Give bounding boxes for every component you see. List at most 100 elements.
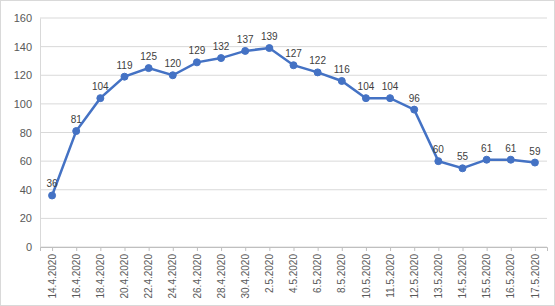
y-tick: 140 <box>14 41 40 53</box>
marker <box>338 77 345 84</box>
x-tick: 2.5.2020 <box>264 247 275 293</box>
marker <box>145 65 152 72</box>
grid-line <box>40 189 547 190</box>
data-label: 122 <box>309 55 326 66</box>
x-tick-label: 24.4.2020 <box>167 254 178 299</box>
x-tick: 20.4.2020 <box>119 247 130 299</box>
x-tick-mark <box>76 247 77 251</box>
x-tick-label: 20.4.2020 <box>119 254 130 299</box>
x-tick: 14.4.2020 <box>47 247 58 299</box>
x-tick: 24.4.2020 <box>167 247 178 299</box>
x-tick-mark <box>100 247 101 251</box>
data-label: 116 <box>334 64 350 75</box>
x-tick-mark <box>269 247 270 251</box>
data-label: 119 <box>117 60 133 71</box>
data-label: 132 <box>213 41 230 52</box>
x-tick: 17.5.2020 <box>530 247 541 299</box>
x-axis-line <box>41 248 548 252</box>
x-tick-mark <box>52 247 53 251</box>
y-tick-label: 160 <box>14 12 32 24</box>
y-tick-label: 20 <box>20 212 32 224</box>
series-line <box>52 48 535 195</box>
data-label: 59 <box>529 146 541 157</box>
x-tick: 4.5.2020 <box>288 247 299 293</box>
y-axis-line <box>40 19 41 248</box>
marker <box>121 73 128 80</box>
grid-line <box>40 46 547 47</box>
x-tick-label: 18.4.2020 <box>95 254 106 299</box>
x-tick-label: 11.5.2020 <box>385 254 396 298</box>
x-tick-label: 30.4.2020 <box>240 254 251 299</box>
x-tick: 15.5.2020 <box>481 247 492 299</box>
grid <box>40 18 547 247</box>
y-tick: 40 <box>20 184 40 196</box>
x-tick-label: 12.5.2020 <box>409 254 420 299</box>
marker <box>459 165 466 172</box>
marker <box>411 106 418 113</box>
chart: 02040608010012014016014.4.202016.4.20201… <box>0 0 555 306</box>
x-tick-mark <box>342 247 343 251</box>
grid-line <box>40 18 547 19</box>
marker <box>314 69 321 76</box>
x-tick: 26.4.2020 <box>192 247 203 299</box>
marker <box>362 95 369 102</box>
data-labels: 3681104119125120129132137139127122116104… <box>47 31 541 189</box>
x-tick-mark <box>125 247 126 251</box>
x-tick-mark <box>318 247 319 251</box>
data-label: 139 <box>261 31 278 42</box>
x-tick-mark <box>438 247 439 251</box>
marker <box>483 156 490 163</box>
x-tick-label: 14.5.2020 <box>457 254 468 299</box>
data-label: 104 <box>358 81 375 92</box>
data-label: 96 <box>409 93 421 104</box>
y-tick: 100 <box>14 98 40 110</box>
x-tick: 18.4.2020 <box>95 247 106 299</box>
x-tick-mark <box>414 247 415 251</box>
x-tick-label: 28.4.2020 <box>216 254 227 299</box>
data-label: 36 <box>47 178 59 189</box>
x-tick-mark <box>294 247 295 251</box>
data-label: 120 <box>164 58 181 69</box>
marker <box>266 45 273 52</box>
data-label: 60 <box>433 144 445 155</box>
data-label: 125 <box>140 51 157 62</box>
x-tick-mark <box>197 247 198 251</box>
x-tick-label: 15.5.2020 <box>481 254 492 299</box>
y-tick-label: 140 <box>14 41 32 53</box>
data-label: 137 <box>237 34 254 45</box>
x-tick-mark <box>149 247 150 251</box>
marker <box>531 159 538 166</box>
y-tick: 0 <box>26 241 40 253</box>
data-label: 61 <box>481 143 493 154</box>
x-tick-label: 16.5.2020 <box>505 254 516 299</box>
y-tick: 60 <box>20 155 40 167</box>
x-tick-label: 2.5.2020 <box>264 254 275 293</box>
x-tick-label: 14.4.2020 <box>47 254 58 299</box>
x-tick: 13.5.2020 <box>433 247 444 299</box>
y-tick: 120 <box>14 69 40 81</box>
x-tick-mark <box>535 247 536 251</box>
x-tick-mark <box>221 247 222 251</box>
data-label: 55 <box>457 151 469 162</box>
marker <box>169 72 176 79</box>
x-tick: 14.5.2020 <box>457 247 468 299</box>
x-tick-label: 17.5.2020 <box>530 254 541 299</box>
plot-area <box>49 45 539 199</box>
marker <box>507 156 514 163</box>
x-tick: 28.4.2020 <box>216 247 227 299</box>
x-tick: 16.5.2020 <box>505 247 516 299</box>
x-tick: 30.4.2020 <box>240 247 251 299</box>
x-tick-label: 26.4.2020 <box>192 254 203 299</box>
x-tick-mark <box>511 247 512 251</box>
x-tick-mark <box>463 247 464 251</box>
data-label: 104 <box>382 81 399 92</box>
y-tick-label: 120 <box>14 69 32 81</box>
x-tick: 10.5.2020 <box>361 247 372 299</box>
x-tick: 22.4.2020 <box>143 247 154 299</box>
marker <box>435 158 442 165</box>
data-label: 127 <box>285 48 302 59</box>
x-tick-label: 22.4.2020 <box>143 254 154 299</box>
x-tick-label: 8.5.2020 <box>336 254 347 293</box>
x-tick: 11.5.2020 <box>385 247 396 298</box>
grid-line <box>40 218 547 219</box>
